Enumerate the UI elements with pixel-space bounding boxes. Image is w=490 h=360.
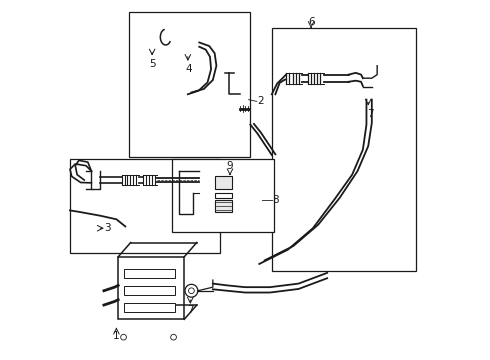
Bar xyxy=(118,257,184,319)
Bar xyxy=(215,176,232,189)
Bar xyxy=(272,28,416,271)
Bar xyxy=(215,200,232,212)
Text: 4: 4 xyxy=(185,64,192,74)
Text: 9: 9 xyxy=(227,161,233,171)
Bar xyxy=(123,286,175,295)
Bar xyxy=(215,193,232,198)
Text: 8: 8 xyxy=(272,195,279,204)
Bar xyxy=(70,158,220,253)
Text: 7: 7 xyxy=(187,305,194,315)
Text: 1: 1 xyxy=(113,332,120,342)
Text: 6: 6 xyxy=(308,17,315,27)
Text: 2: 2 xyxy=(257,96,264,107)
Text: 5: 5 xyxy=(149,59,155,69)
Bar xyxy=(123,269,175,278)
Bar xyxy=(129,12,250,157)
Text: 3: 3 xyxy=(104,223,111,233)
Bar xyxy=(172,158,273,232)
Bar xyxy=(123,303,175,312)
Text: 7: 7 xyxy=(367,109,373,119)
